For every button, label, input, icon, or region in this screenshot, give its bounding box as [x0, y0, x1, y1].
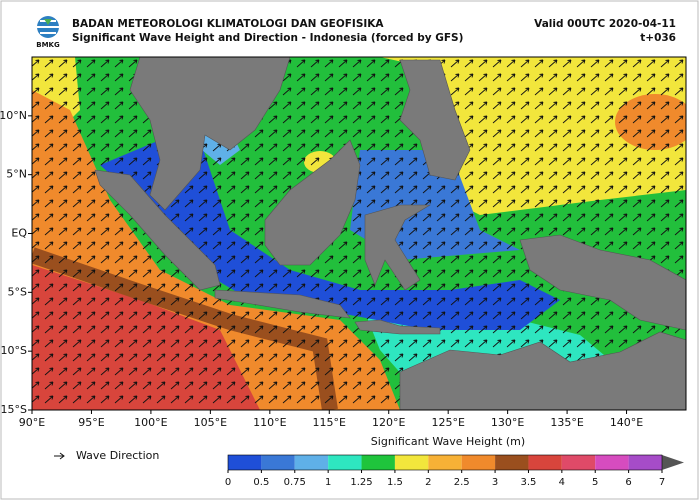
logo [37, 16, 59, 38]
colorbar-tick-label: 5 [592, 477, 598, 488]
colorbar-tick-label: 4 [559, 477, 565, 488]
lon-tick-label: 105°E [194, 416, 227, 429]
colorbar-border [227, 454, 663, 471]
lon-tick-label: 135°E [550, 416, 583, 429]
colorbar-segment [394, 455, 429, 470]
colorbar-segment [328, 455, 362, 470]
lat-tick-label: 5°N [6, 168, 27, 181]
colorbar-tick-label: 1 [325, 477, 331, 488]
agency: BADAN METEOROLOGI KLIMATOLOGI DAN GEOFIS… [72, 18, 384, 30]
lon-tick-label: 115°E [313, 416, 346, 429]
colorbar-tick-label: 3.5 [521, 477, 537, 488]
lon-tick-label: 95°E [78, 416, 104, 429]
lon-tick-label: 100°E [134, 416, 167, 429]
logo-text: BMKG [36, 41, 60, 49]
lon-tick-label: 90°E [19, 416, 45, 429]
colorbar-segment [461, 455, 496, 470]
lat-tick-label: 10°S [1, 344, 27, 357]
colorbar-tick-label: 1.5 [387, 477, 403, 488]
title: Significant Wave Height and Direction - … [72, 32, 463, 44]
lon-tick-label: 130°E [491, 416, 524, 429]
colorbar-tick-label: 1.25 [350, 477, 372, 488]
colorbar-segment [595, 455, 629, 470]
colorbar-segment [428, 455, 462, 470]
colorbar-tick-label: 0.5 [253, 477, 269, 488]
colorbar-segment [561, 455, 596, 470]
lat-tick-label: 15°S [1, 403, 27, 416]
colorbar-tick-label: 2.5 [454, 477, 470, 488]
lon-tick-label: 140°E [610, 416, 643, 429]
colorbar-title: Significant Wave Height (m) [371, 435, 525, 448]
colorbar-segment [294, 455, 329, 470]
colorbar-segment [628, 455, 662, 470]
colorbar-tick-label: 0 [225, 477, 231, 488]
lat-tick-label: 10°N [0, 109, 27, 122]
map [32, 57, 686, 410]
lon-tick-label: 125°E [431, 416, 464, 429]
colorbar-tick-label: 7 [659, 477, 665, 488]
wave-direction-label: Wave Direction [76, 449, 159, 462]
lead-time: t+036 [640, 32, 676, 44]
direction-arrow [54, 452, 65, 460]
lat-tick-label: 5°S [8, 285, 27, 298]
colorbar-tick-label: 2 [425, 477, 431, 488]
colorbar-tick-label: 6 [625, 477, 631, 488]
colorbar-segment [361, 455, 395, 470]
lat-tick-label: EQ [11, 227, 27, 240]
lon-tick-label: 110°E [253, 416, 286, 429]
colorbar-extension [662, 455, 684, 470]
colorbar-tick-label: 3 [492, 477, 498, 488]
lon-tick-label: 120°E [372, 416, 405, 429]
colorbar-segment [495, 455, 529, 470]
colorbar-segment [261, 455, 295, 470]
colorbar-segment [228, 455, 262, 470]
colorbar-segment [528, 455, 562, 470]
colorbar-tick-label: 0.75 [284, 477, 306, 488]
valid-time: Valid 00UTC 2020-04-11 [534, 18, 676, 30]
